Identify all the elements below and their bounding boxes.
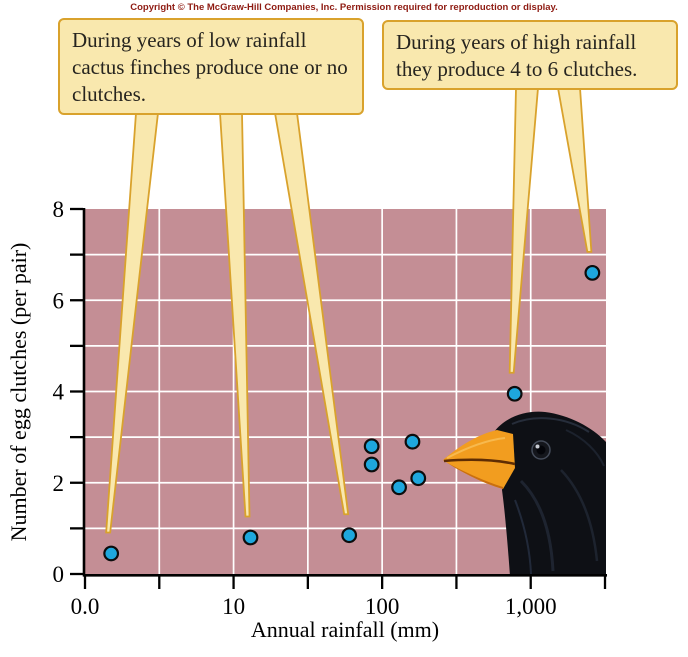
eye-glint <box>535 444 540 449</box>
y-tick-label: 8 <box>53 197 65 222</box>
y-tick-label: 0 <box>53 562 65 587</box>
callout-low-rainfall: During years of low rainfall cactus finc… <box>58 18 364 115</box>
y-axis-title: Number of egg clutches (per pair) <box>6 242 31 542</box>
beak-highlight <box>446 437 506 459</box>
data-point <box>506 385 523 402</box>
feather-sheen <box>514 499 532 574</box>
x-tick-label: 100 <box>365 594 400 619</box>
x-tick-label: 10 <box>222 594 245 619</box>
beak-mouth-line <box>443 458 516 466</box>
data-point <box>103 545 120 562</box>
finch-head-silhouette <box>494 411 606 574</box>
axes: 0 2 4 6 8 0.0 10 100 1,000 <box>53 197 607 619</box>
y-tick-label: 6 <box>53 288 65 313</box>
x-tick-label: 1,000 <box>505 594 557 619</box>
feather-sheen <box>519 479 555 572</box>
finch-head-image <box>443 411 606 574</box>
data-point <box>410 470 427 487</box>
data-point <box>404 433 421 450</box>
x-tick-label: 0.0 <box>71 594 100 619</box>
feather-sheen <box>560 469 599 562</box>
y-tick-label: 4 <box>53 380 65 405</box>
data-points <box>103 264 601 562</box>
data-point <box>242 529 259 546</box>
feather-sheen <box>511 417 590 433</box>
feather-sheen <box>565 429 605 467</box>
x-axis-title: Annual rainfall (mm) <box>250 617 440 642</box>
data-point <box>363 456 380 473</box>
data-point <box>363 438 380 455</box>
copyright-text: Copyright © The McGraw-Hill Companies, I… <box>130 2 558 13</box>
data-point <box>391 479 407 496</box>
beak-shading <box>443 460 503 489</box>
data-point <box>584 264 601 281</box>
callout-high-rainfall: During years of high rainfall they produ… <box>382 20 678 90</box>
data-point <box>341 527 358 544</box>
y-tick-label: 2 <box>53 471 65 496</box>
